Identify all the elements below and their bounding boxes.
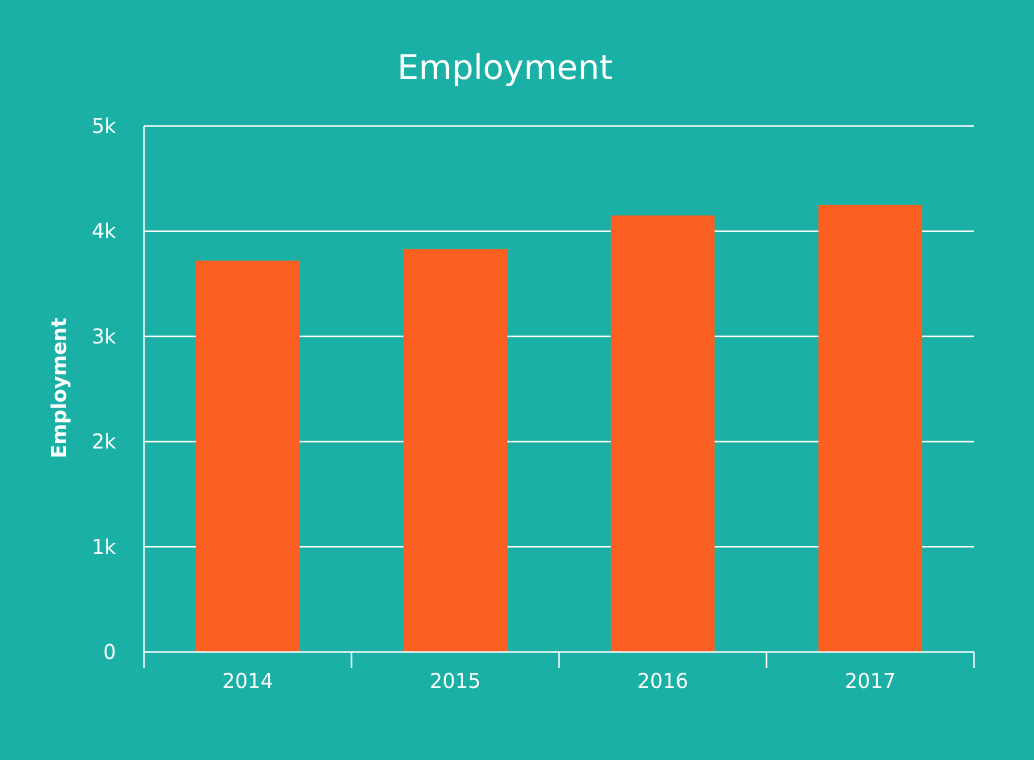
bar-2017[interactable] [818, 204, 923, 652]
y-tick-label: 5k [92, 114, 117, 138]
bar-2015[interactable] [403, 249, 508, 653]
chart-title: Employment [397, 48, 612, 88]
y-tick-label: 2k [92, 430, 117, 454]
axes [143, 126, 975, 668]
y-tick-labels: 0 1k 2k 3k 4k 5k [92, 114, 117, 664]
x-tick-labels: 2014 2015 2016 2017 [222, 669, 895, 693]
y-axis-label: Employment [47, 317, 71, 458]
x-tick-label: 2016 [637, 669, 688, 693]
x-tick-label: 2017 [845, 669, 896, 693]
x-tick-label: 2014 [222, 669, 273, 693]
bar-2016[interactable] [610, 215, 715, 653]
bar-2014[interactable] [195, 260, 300, 652]
y-tick-label: 4k [92, 219, 117, 243]
y-tick-label: 3k [92, 324, 117, 348]
y-tick-label: 0 [103, 640, 116, 664]
y-tick-label: 1k [92, 535, 117, 559]
x-tick-label: 2015 [430, 669, 481, 693]
bars [195, 204, 923, 653]
